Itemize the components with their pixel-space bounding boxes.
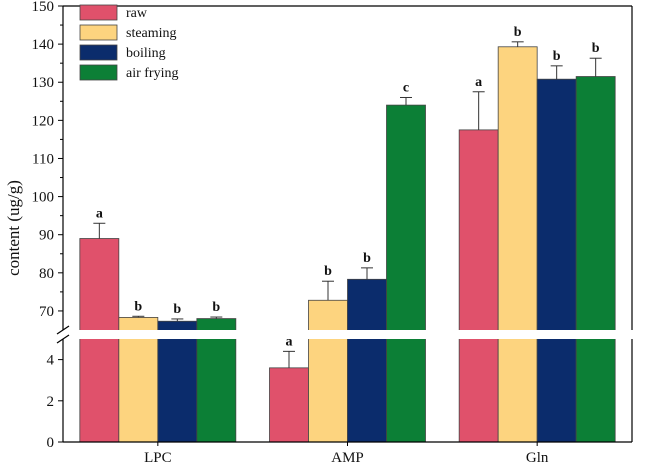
x-tick-label: Gln	[526, 450, 549, 466]
legend-swatch	[79, 44, 118, 61]
axis-break-gap	[59, 330, 636, 339]
y-axis-label: content (ug/g)	[4, 180, 23, 276]
bar	[347, 278, 387, 443]
significance-label: b	[324, 264, 332, 279]
significance-label: b	[134, 299, 142, 314]
significance-label: a	[96, 206, 103, 221]
bar	[536, 78, 577, 443]
y-tick-label: 70	[39, 304, 54, 320]
significance-label: b	[553, 49, 561, 64]
legend-entry: air frying	[126, 66, 178, 81]
axis-break-mark	[56, 325, 70, 335]
legend-swatch	[79, 64, 118, 81]
legend-swatch	[79, 4, 118, 21]
bar	[79, 238, 120, 443]
y-tick-label: 80	[39, 266, 54, 282]
x-tick-label: LPC	[144, 450, 172, 466]
legend-swatch	[79, 24, 118, 41]
significance-label: b	[592, 41, 600, 56]
y-tick-label: 2	[47, 394, 55, 410]
y-tick-label: 0	[47, 435, 55, 451]
significance-label: b	[514, 25, 522, 40]
significance-label: a	[286, 334, 293, 349]
y-tick-label: 130	[32, 75, 55, 91]
y-tick-label: 100	[32, 190, 55, 206]
significance-label: b	[363, 251, 371, 266]
bar	[196, 318, 237, 443]
bar	[386, 104, 426, 443]
bar	[308, 299, 348, 443]
y-tick-label: 90	[39, 228, 54, 244]
bars-layer: a b b b a b b c a b b b	[79, 25, 616, 443]
y-tick-label: 140	[32, 37, 55, 53]
significance-label: a	[475, 75, 482, 90]
axes-layer: LPC AMP Gln 0 2 4 70 80 90 100 110 120 130 140 150	[32, 0, 636, 466]
legend-entry: boiling	[126, 46, 166, 61]
y-tick-label: 110	[32, 151, 54, 167]
y-tick-label: 150	[32, 0, 55, 15]
axis-break-mark	[56, 334, 70, 344]
bar	[458, 129, 499, 443]
bar	[157, 320, 198, 443]
x-tick-label: AMP	[331, 450, 364, 466]
legend-entry: raw	[126, 6, 148, 21]
bar	[575, 76, 616, 443]
bar	[269, 367, 309, 443]
significance-label: c	[403, 80, 409, 95]
y-tick-label: 4	[47, 353, 55, 369]
y-tick-label: 120	[32, 113, 55, 129]
bar	[497, 46, 538, 443]
legend-entry: steaming	[126, 26, 177, 41]
significance-label: b	[173, 302, 181, 317]
significance-label: b	[212, 300, 220, 315]
legend: raw steaming boiling air frying	[79, 4, 178, 81]
